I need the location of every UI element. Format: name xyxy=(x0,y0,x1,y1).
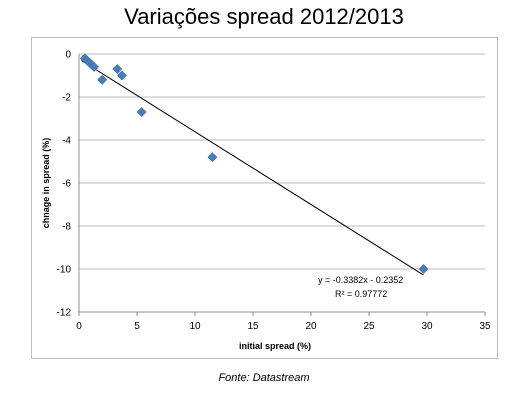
trendline-r-squared: R² = 0.97772 xyxy=(335,289,387,299)
chart-frame xyxy=(31,37,498,359)
data-point xyxy=(112,64,123,74)
y-tick-label: -12 xyxy=(57,308,72,319)
trendline xyxy=(81,60,424,276)
data-point xyxy=(89,61,100,72)
data-point xyxy=(418,264,429,274)
y-axis-label: chnage in spread (%) xyxy=(41,138,51,229)
y-tick-label: 0 xyxy=(65,50,71,61)
y-tick-label: -2 xyxy=(62,93,71,104)
y-tick-labels: 0 -2 -4 -6 -8 -10 -12 xyxy=(57,50,72,319)
x-tick-label: 0 xyxy=(76,321,82,332)
y-tick-label: -6 xyxy=(62,179,71,190)
axes xyxy=(78,54,486,316)
data-point xyxy=(116,70,127,81)
chart-title: Variações spread 2012/2013 xyxy=(124,4,404,29)
x-tick-label: 30 xyxy=(421,321,433,332)
data-point xyxy=(97,74,108,85)
data-point xyxy=(207,152,218,163)
x-tick-label: 15 xyxy=(247,321,259,332)
x-tick-label: 25 xyxy=(363,321,375,332)
y-tick-label: -10 xyxy=(57,265,72,276)
trendline-path xyxy=(81,60,424,276)
x-axis-label: initial spread (%) xyxy=(239,341,311,351)
x-tick-label: 10 xyxy=(189,321,201,332)
data-points xyxy=(79,53,429,274)
source-caption: Fonte: Datastream xyxy=(218,372,310,384)
x-tick-label: 5 xyxy=(134,321,140,332)
x-tick-label: 20 xyxy=(305,321,317,332)
data-point xyxy=(136,107,147,117)
x-tick-label: 35 xyxy=(479,321,491,332)
y-tick-label: -4 xyxy=(62,136,71,147)
x-tick-labels: 0 5 10 15 20 25 30 35 xyxy=(76,321,491,332)
y-tick-label: -8 xyxy=(62,222,71,233)
trendline-equation: y = -0.3382x - 0.2352 xyxy=(318,275,403,285)
